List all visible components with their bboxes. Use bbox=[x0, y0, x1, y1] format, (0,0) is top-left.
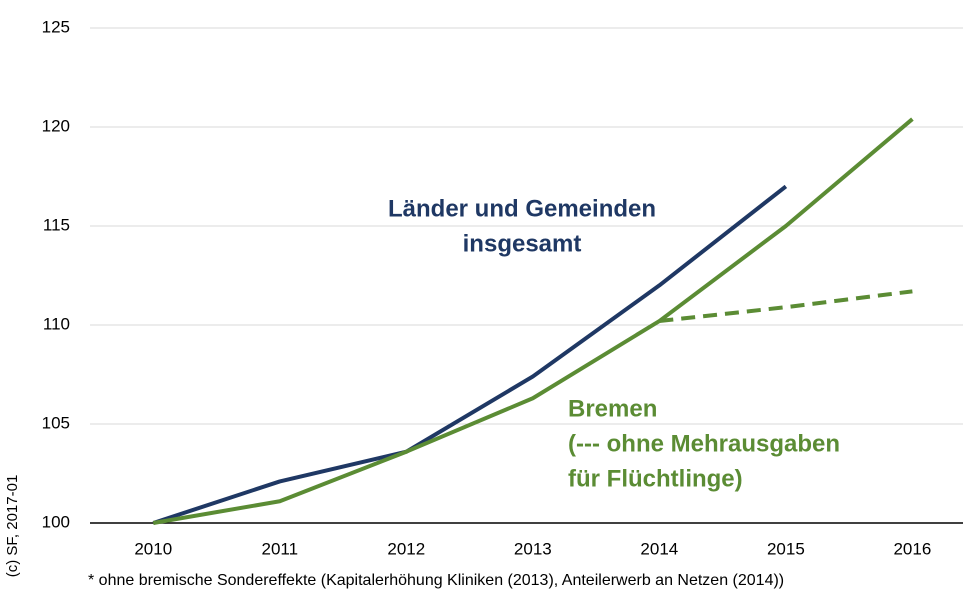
line-series bbox=[152, 117, 914, 525]
x-tick-label: 2014 bbox=[640, 539, 678, 558]
y-tick-label: 110 bbox=[43, 314, 70, 333]
x-tick-label: 2010 bbox=[134, 539, 172, 558]
x-tick-label: 2012 bbox=[387, 539, 425, 558]
x-tick-label: 2011 bbox=[262, 539, 299, 558]
y-tick-label: 115 bbox=[43, 215, 70, 234]
y-tick-label: 125 bbox=[42, 17, 70, 36]
y-tick-label: 100 bbox=[42, 512, 70, 531]
line-series bbox=[152, 184, 788, 525]
series-label: für Flüchtlinge) bbox=[568, 465, 743, 492]
line-series bbox=[659, 289, 913, 324]
x-tick-label: 2013 bbox=[514, 539, 552, 558]
series-label: insgesamt bbox=[463, 230, 582, 257]
x-tick-label: 2015 bbox=[767, 539, 805, 558]
series-label: Bremen bbox=[568, 395, 657, 422]
y-tick-label: 120 bbox=[42, 116, 70, 135]
series-label: Länder und Gemeinden bbox=[388, 195, 656, 222]
footnote: * ohne bremische Sondereffekte (Kapitale… bbox=[88, 572, 784, 589]
y-tick-label: 105 bbox=[42, 413, 70, 432]
x-tick-label: 2016 bbox=[893, 539, 931, 558]
series-label: (--- ohne Mehrausgaben bbox=[568, 430, 840, 457]
source-note: (c) SF, 2017-01 bbox=[4, 475, 21, 578]
